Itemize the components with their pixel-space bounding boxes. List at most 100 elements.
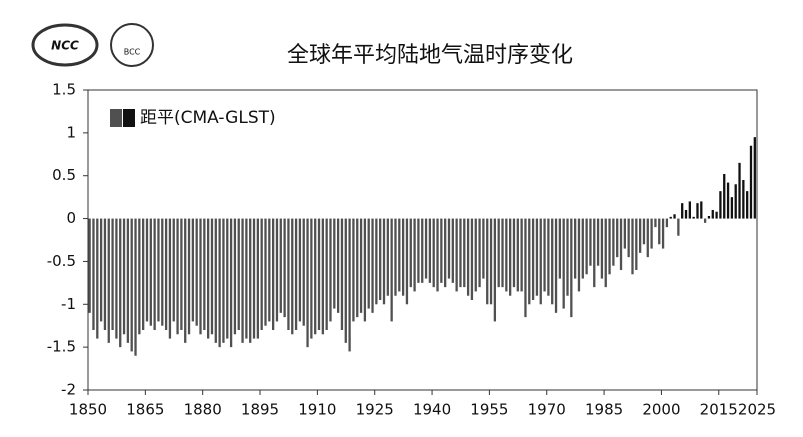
bar [428,218,432,283]
bar [551,218,554,305]
bar [191,218,195,322]
bar [229,218,233,348]
bar [684,210,688,219]
bar [650,218,653,249]
logo-text: BCC [124,48,141,57]
legend-label: 距平(CMA-GLST) [140,108,276,128]
bar [535,218,539,296]
x-tick-label: 1895 [241,401,279,419]
bar [321,218,324,335]
x-tick-label: 1925 [356,401,394,419]
bar [157,218,160,322]
bar [134,218,137,356]
bar [746,191,749,219]
bar [413,218,416,292]
bar [348,218,351,352]
bar [184,218,187,343]
bar [455,218,458,292]
bar [241,218,244,343]
bar [111,218,114,330]
bar [726,182,730,219]
bar [581,218,584,279]
y-tick-label: 1.5 [52,81,76,99]
y-tick-label: 1 [66,123,76,141]
bar [356,218,359,318]
bar [482,218,485,279]
bar [566,218,569,296]
bar [707,216,711,219]
bar [505,218,508,292]
bar [336,218,340,313]
bar [608,218,611,275]
bar [333,218,336,309]
bar [279,218,282,313]
bar [742,180,745,219]
bar [92,218,95,330]
bar [631,218,634,275]
bar [432,218,435,288]
bar [524,218,527,318]
bar [681,203,684,219]
x-tick-label: 1955 [470,401,508,419]
bar [604,218,607,288]
y-tick-label: -1.5 [47,338,76,356]
bar [638,218,642,253]
bar [168,218,172,339]
y-tick-label: 0 [66,209,76,227]
bar [700,201,703,219]
logo-bcc: BCC [110,23,154,67]
bar [738,162,741,219]
bar [115,218,118,339]
bar [249,218,252,343]
bar [593,218,596,288]
x-tick-label: 2000 [642,401,680,419]
bar [749,145,753,219]
bar [753,137,756,219]
bar [142,218,145,330]
bar [203,218,206,330]
bar [543,218,546,292]
bar [363,218,367,322]
bar [723,174,726,219]
bar [570,218,573,318]
bar [421,218,424,283]
logo-ncc: NCC [31,23,99,67]
legend-swatch [110,109,122,127]
x-tick-label: 1910 [298,401,336,419]
bar [688,201,691,219]
bar [375,218,378,305]
bar [153,218,156,330]
bar [298,218,302,322]
bar [673,214,676,219]
bar [520,218,523,292]
bar [459,218,462,288]
bar [486,218,489,305]
bar [589,218,592,266]
bar [275,218,279,322]
bar [176,218,179,335]
bar [516,218,519,292]
bar [199,218,202,335]
bar [291,218,294,335]
bar [616,218,619,258]
bar [226,218,229,339]
legend-swatch [123,109,135,127]
bar [138,218,141,335]
bar [600,218,604,279]
bar [214,218,217,343]
bar [382,218,386,305]
bar [692,216,695,219]
bar [172,218,175,322]
bar [531,218,535,300]
bar [145,218,149,322]
bar [325,218,328,330]
bar [207,218,210,339]
bar [294,218,298,330]
bar [119,218,122,348]
bar [627,218,630,258]
bar [501,218,504,288]
bar [696,203,699,219]
bar [493,218,497,322]
x-tick-label: 1880 [184,401,222,419]
bar [268,218,271,322]
